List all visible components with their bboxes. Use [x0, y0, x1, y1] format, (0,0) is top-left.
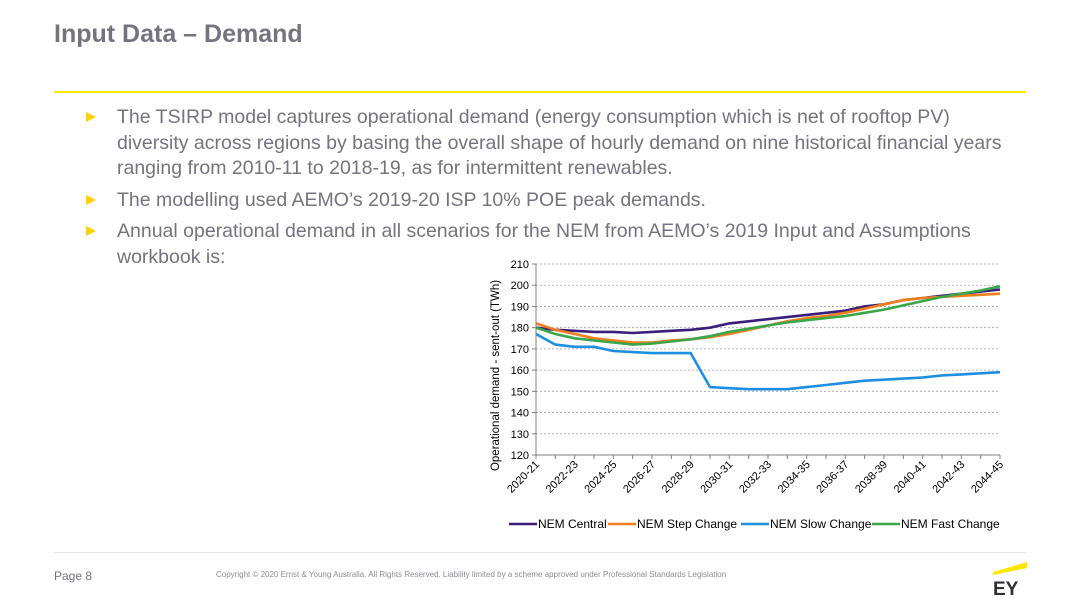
y-tick-label: 180 — [511, 323, 529, 335]
y-tick-label: 150 — [511, 386, 529, 398]
bullet-text: The TSIRP model captures operational dem… — [117, 106, 1002, 179]
bullet-list: The TSIRP model captures operational dem… — [86, 105, 1026, 276]
x-tick-label: 2022-23 — [544, 459, 581, 496]
legend-label: NEM Central — [538, 517, 607, 531]
svg-text:EY: EY — [993, 579, 1019, 598]
y-tick-label: 200 — [511, 280, 529, 292]
page-number: Page 8 — [54, 569, 93, 583]
bullet-item: The modelling used AEMO’s 2019-20 ISP 10… — [86, 188, 1026, 214]
y-tick-label: 130 — [511, 429, 529, 441]
bullet-item: Annual operational demand in all scenari… — [86, 219, 987, 270]
y-tick-label: 210 — [511, 259, 529, 271]
copyright-notice: Copyright © 2020 Ernst & Young Australia… — [216, 570, 727, 579]
x-tick-label: 2044-45 — [969, 459, 1006, 496]
y-tick-label: 120 — [511, 450, 529, 462]
x-tick-label: 2038-39 — [853, 459, 890, 496]
y-tick-label: 160 — [511, 365, 529, 377]
x-tick-label: 2028-29 — [660, 459, 697, 496]
bullet-arrow-icon — [86, 194, 96, 205]
bullet-arrow-icon — [86, 226, 96, 236]
series-line-nem-fast-change — [535, 285, 1001, 346]
x-tick-label: 2020-21 — [505, 459, 542, 496]
ey-logo: EY — [993, 562, 1027, 598]
x-tick-label: 2034-35 — [776, 459, 813, 496]
footer-divider — [54, 552, 1026, 553]
x-tick-label: 2042-43 — [930, 459, 967, 496]
y-tick-label: 140 — [511, 408, 529, 420]
bullet-text: Annual operational demand in all scenari… — [117, 220, 971, 268]
x-tick-label: 2024-25 — [582, 459, 619, 496]
x-tick-label: 2026-27 — [621, 459, 658, 496]
series-line-nem-slow-change — [535, 332, 1001, 391]
x-tick-label: 2036-37 — [814, 459, 851, 496]
bullet-item: The TSIRP model captures operational dem… — [86, 105, 1026, 182]
page-title: Input Data – Demand — [54, 20, 303, 48]
legend-label: NEM Fast Change — [901, 517, 1000, 531]
y-axis-label: Operational demand - sent-out (TWh) — [490, 280, 502, 471]
y-tick-label: 170 — [511, 344, 529, 356]
title-divider — [54, 91, 1026, 93]
y-tick-label: 190 — [511, 301, 529, 313]
bullet-text: The modelling used AEMO’s 2019-20 ISP 10… — [117, 188, 706, 211]
x-tick-label: 2040-41 — [892, 459, 929, 496]
bullet-arrow-icon — [86, 112, 96, 122]
x-tick-label: 2032-33 — [737, 459, 774, 496]
legend-label: NEM Step Change — [637, 517, 737, 531]
legend-label: NEM Slow Change — [770, 517, 872, 531]
x-tick-label: 2030-31 — [698, 459, 735, 496]
